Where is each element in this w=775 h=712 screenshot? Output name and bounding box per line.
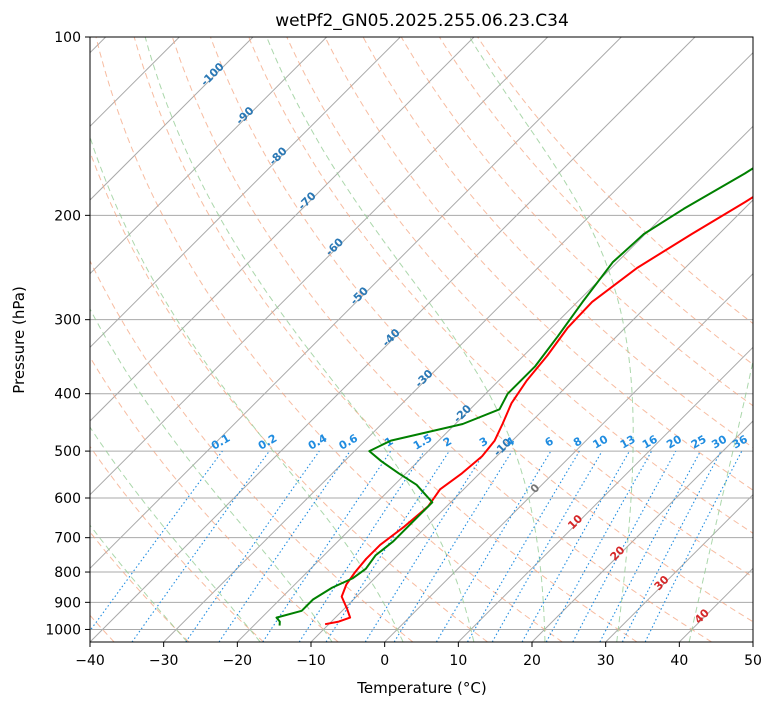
x-axis-label: Temperature (°C) xyxy=(356,679,486,697)
x-tick-label: −20 xyxy=(223,653,253,669)
x-tick-label: −10 xyxy=(296,653,326,669)
y-tick-label: 400 xyxy=(54,387,81,403)
x-tick-label: 40 xyxy=(670,653,688,669)
y-tick-label: 600 xyxy=(54,491,81,507)
chart-title: wetPf2_GN05.2025.255.06.23.C34 xyxy=(275,11,569,31)
x-tick-label: 30 xyxy=(597,653,615,669)
y-tick-label: 800 xyxy=(54,565,81,581)
x-tick-label: 50 xyxy=(744,653,762,669)
y-tick-label: 300 xyxy=(54,313,81,329)
y-tick-label: 700 xyxy=(54,531,81,547)
y-tick-label: 500 xyxy=(54,444,81,460)
x-tick-label: 0 xyxy=(380,653,389,669)
x-tick-label: 10 xyxy=(449,653,467,669)
y-tick-label: 1000 xyxy=(45,622,81,638)
y-axis-label: Pressure (hPa) xyxy=(10,286,28,394)
x-tick-label: 20 xyxy=(523,653,541,669)
y-tick-label: 200 xyxy=(54,208,81,224)
x-tick-label: −40 xyxy=(75,653,105,669)
y-tick-label: 900 xyxy=(54,595,81,611)
x-tick-label: −30 xyxy=(149,653,179,669)
y-tick-label: 100 xyxy=(54,30,81,46)
